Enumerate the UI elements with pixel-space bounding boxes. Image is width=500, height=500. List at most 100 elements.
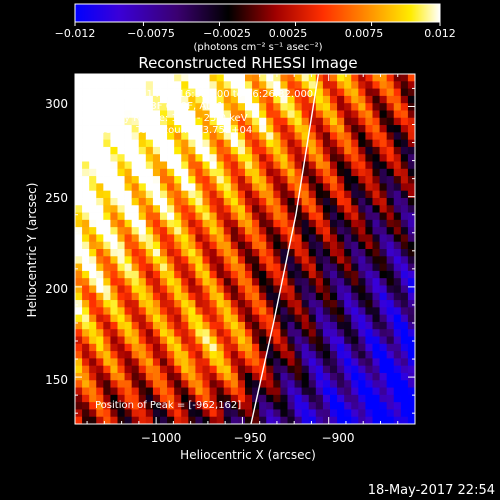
heatmap-cell <box>103 307 111 316</box>
heatmap-cell <box>315 110 324 119</box>
heatmap-cell <box>386 110 395 119</box>
heatmap-cell <box>131 74 140 82</box>
heatmap-cell <box>103 372 111 381</box>
colorbar-ticks <box>74 22 441 26</box>
heatmap-cell <box>167 234 175 243</box>
heatmap-cell <box>195 132 203 141</box>
heatmap-cell <box>358 307 366 316</box>
heatmap-cell <box>82 263 90 272</box>
heatmap-cell <box>103 249 111 257</box>
heatmap-cell <box>400 300 409 308</box>
heatmap-cell <box>294 81 303 89</box>
heatmap-cell <box>365 125 373 133</box>
heatmap-cell <box>145 300 154 308</box>
heatmap-cell <box>344 146 352 155</box>
y-tick-label: 200 <box>45 282 68 296</box>
heatmap-cell <box>110 321 118 330</box>
heatmap-cell <box>160 307 168 316</box>
heatmap-cell <box>237 183 246 192</box>
heatmap-cell <box>301 402 310 410</box>
heatmap-cell <box>344 278 352 286</box>
heatmap-cell <box>103 146 111 155</box>
heatmap-cell <box>145 197 154 206</box>
heatmap-cell <box>167 110 175 119</box>
heatmap-cell <box>351 249 359 257</box>
heatmap-cell <box>358 329 366 337</box>
heatmap-cell <box>103 219 111 228</box>
heatmap-cell <box>216 270 225 279</box>
heatmap-cell <box>89 176 97 184</box>
heatmap-cell <box>160 351 168 359</box>
heatmap-cell <box>209 409 218 418</box>
heatmap-cell <box>273 161 281 170</box>
heatmap-cell <box>330 168 338 177</box>
heatmap-cell <box>223 365 232 374</box>
heatmap-cell <box>245 380 253 388</box>
heatmap-cell <box>393 132 402 141</box>
heatmap-cell <box>322 351 331 359</box>
heatmap-cell <box>202 372 210 381</box>
heatmap-cell <box>294 132 303 141</box>
heatmap-cell <box>386 103 395 111</box>
heatmap-cell <box>358 300 366 308</box>
heatmap-cell <box>117 394 125 403</box>
heatmap-cell <box>358 205 366 213</box>
heatmap-cell <box>322 409 331 418</box>
heatmap-cell <box>365 74 373 82</box>
heatmap-cell <box>174 365 182 374</box>
heatmap-cell <box>351 132 359 141</box>
heatmap-cell <box>202 197 210 206</box>
heatmap-cell <box>181 270 189 279</box>
heatmap-cell <box>209 329 218 337</box>
heatmap-cell <box>167 74 175 82</box>
heatmap-cell <box>209 146 218 155</box>
heatmap-cell <box>237 161 246 170</box>
heatmap-cell <box>330 125 338 133</box>
heatmap-cell <box>195 241 203 250</box>
heatmap-cell <box>202 132 210 141</box>
heatmap-cell <box>138 168 147 177</box>
heatmap-cell <box>89 270 97 279</box>
heatmap-cell <box>131 161 140 170</box>
heatmap-cell <box>230 365 239 374</box>
heatmap-cell <box>245 365 253 374</box>
heatmap-cell <box>280 103 288 111</box>
heatmap-cell <box>322 154 331 162</box>
heatmap-cell <box>188 292 196 301</box>
heatmap-cell <box>110 307 118 316</box>
heatmap-cell <box>230 292 239 301</box>
heatmap-cell <box>145 81 154 89</box>
heatmap-cell <box>138 234 147 243</box>
heatmap-cell <box>379 103 388 111</box>
heatmap-cell <box>209 241 218 250</box>
heatmap-cell <box>124 270 133 279</box>
heatmap-cell <box>273 197 281 206</box>
heatmap-cell <box>152 234 161 243</box>
heatmap-cell <box>96 278 104 286</box>
heatmap-cell <box>89 336 97 345</box>
heatmap-cell <box>273 234 281 243</box>
heatmap-cell <box>308 234 317 243</box>
heatmap-cell <box>216 110 225 119</box>
heatmap-cell <box>138 300 147 308</box>
x-tick-label: −950 <box>234 431 267 445</box>
heatmap-cell <box>138 183 147 192</box>
heatmap-cell <box>344 212 352 221</box>
heatmap-cell <box>294 372 303 381</box>
heatmap-cell <box>365 343 373 352</box>
heatmap-cell <box>252 154 260 162</box>
heatmap-cell <box>358 176 366 184</box>
heatmap-cell <box>344 256 352 264</box>
heatmap-cell <box>308 387 317 396</box>
heatmap-cell <box>379 74 388 82</box>
heatmap-cell <box>287 402 295 410</box>
heatmap-cell <box>230 402 239 410</box>
heatmap-cell <box>287 241 295 250</box>
heatmap-cell <box>110 329 118 337</box>
heatmap-cell <box>337 380 345 388</box>
heatmap-cell <box>174 205 182 213</box>
heatmap-cell <box>379 168 388 177</box>
heatmap-cell <box>181 343 189 352</box>
heatmap-cell <box>386 176 395 184</box>
heatmap-cell <box>365 81 373 89</box>
